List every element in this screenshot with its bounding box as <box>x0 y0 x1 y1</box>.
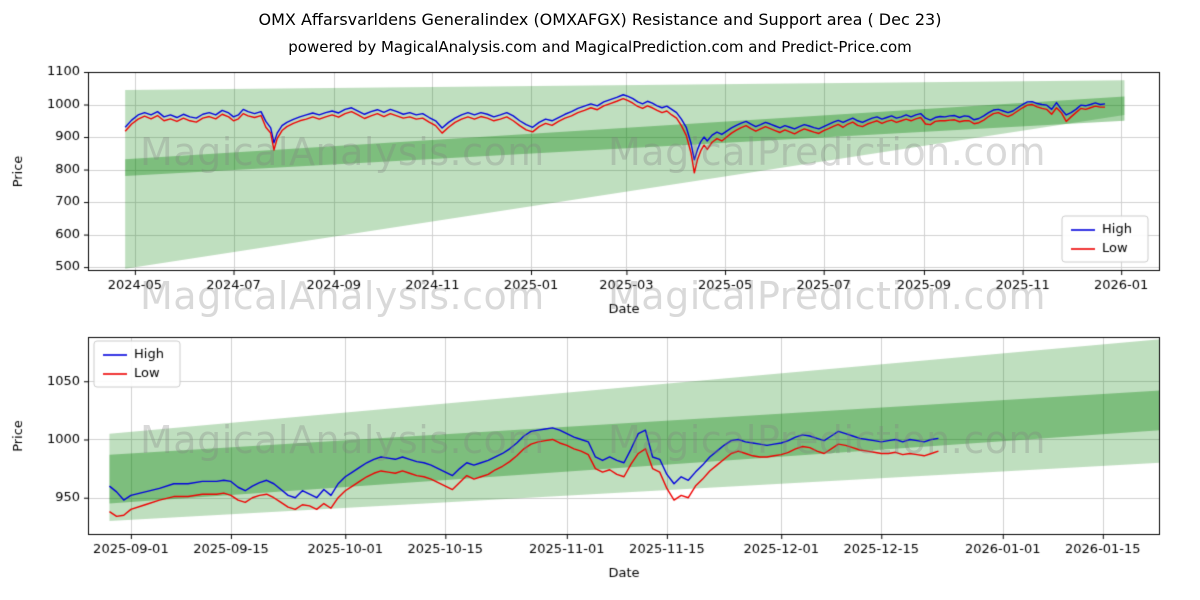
price-chart-bottom <box>0 325 1200 600</box>
chart-title: OMX Affarsvarldens Generalindex (OMXAFGX… <box>258 10 942 29</box>
price-chart-top <box>0 58 1200 322</box>
chart-subtitle: powered by MagicalAnalysis.com and Magic… <box>288 38 912 56</box>
